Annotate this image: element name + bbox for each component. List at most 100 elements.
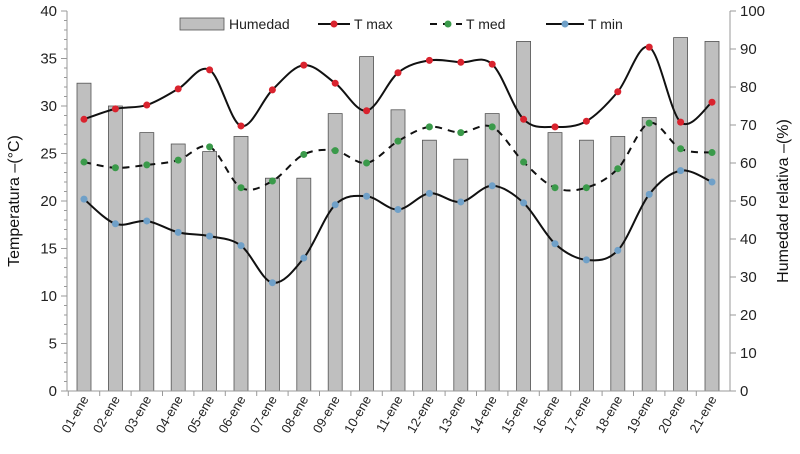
y-tick-label: 5 xyxy=(49,336,57,353)
bar-humedad xyxy=(170,143,186,392)
point-t-min xyxy=(300,254,308,262)
bar-humedad xyxy=(641,117,657,392)
y-axis-label: Temperatura –(°C) xyxy=(6,135,23,267)
bar-humedad xyxy=(359,56,375,392)
point-t-min xyxy=(268,279,276,287)
point-t-med xyxy=(677,145,685,153)
y-tick-label: 20 xyxy=(40,193,57,210)
bar-humedad xyxy=(453,158,469,392)
point-t-min xyxy=(677,167,685,175)
point-t-med xyxy=(363,159,371,167)
y2-tick-label: 100 xyxy=(740,3,765,20)
y-tick-label: 0 xyxy=(49,383,57,400)
bar-humedad xyxy=(547,132,563,392)
bar-humedad xyxy=(673,37,688,392)
point-t-med xyxy=(237,184,245,192)
point-t-max xyxy=(614,88,622,96)
x-tick-label: 04-ene xyxy=(153,393,186,436)
x-tick-label: 17-ene xyxy=(561,393,594,436)
y-tick-label: 10 xyxy=(40,288,57,305)
line-t-med xyxy=(83,122,713,192)
point-t-med xyxy=(614,165,622,173)
bar-humedad xyxy=(579,139,594,392)
point-t-min xyxy=(111,220,119,228)
y2-tick-label: 90 xyxy=(740,41,757,58)
x-tick-label: 10-ene xyxy=(341,393,374,436)
legend-tmax-marker xyxy=(330,20,338,28)
point-t-min xyxy=(708,178,716,186)
point-t-med xyxy=(111,164,119,172)
point-t-max xyxy=(111,105,119,113)
point-t-med xyxy=(80,158,88,166)
point-t-med xyxy=(425,123,433,131)
point-t-max xyxy=(237,122,245,130)
point-t-max xyxy=(394,69,402,77)
y2-tick-label: 80 xyxy=(740,79,757,96)
legend-humedad-label: Humedad xyxy=(229,16,290,32)
bar-humedad xyxy=(327,113,343,392)
x-tick-label: 03-ene xyxy=(121,393,154,436)
legend-tmin-label: T min xyxy=(588,16,623,32)
point-t-med xyxy=(300,150,308,158)
bar-humedad xyxy=(296,177,312,392)
x-tick-label: 08-ene xyxy=(278,393,311,436)
point-t-max xyxy=(582,117,590,125)
point-t-min xyxy=(174,228,182,236)
y2-tick-label: 70 xyxy=(740,117,757,134)
point-t-med xyxy=(708,149,716,157)
point-t-med xyxy=(268,177,276,185)
bar-humedad xyxy=(516,41,531,392)
bar-humedad xyxy=(484,113,500,392)
point-t-max xyxy=(174,85,182,93)
point-t-med xyxy=(174,156,182,164)
y2-tick-label: 60 xyxy=(740,155,757,172)
x-tick-label: 21-ene xyxy=(686,393,719,436)
x-tick-label: 12-ene xyxy=(404,393,437,436)
bars-layer xyxy=(76,37,720,392)
lines-layer xyxy=(80,43,716,287)
x-tick-label: 14-ene xyxy=(467,393,500,436)
x-tick-label: 15-ene xyxy=(498,393,531,436)
bar-humedad xyxy=(233,135,249,392)
x-tick-label: 18-ene xyxy=(592,393,625,436)
x-tick-label: 11-ene xyxy=(373,393,406,435)
point-t-med xyxy=(394,137,402,145)
legend-tmax-label: T max xyxy=(354,16,393,32)
x-tick-label: 13-ene xyxy=(435,393,468,436)
x-tick-label: 06-ene xyxy=(215,393,248,436)
point-t-max xyxy=(268,86,276,94)
bar-humedad xyxy=(108,105,123,392)
point-t-max xyxy=(363,107,371,115)
point-t-min xyxy=(614,246,622,254)
point-t-med xyxy=(488,123,496,131)
x-tick-label: 19-ene xyxy=(624,393,657,436)
legend: Humedad T max T med T min xyxy=(179,16,623,32)
point-t-min xyxy=(551,240,559,248)
point-t-max xyxy=(425,56,433,64)
point-t-min xyxy=(80,195,88,203)
legend-humedad-swatch xyxy=(179,17,225,31)
bar-humedad xyxy=(704,41,720,392)
point-t-med xyxy=(551,184,559,192)
bar-humedad xyxy=(202,151,218,392)
bar-humedad xyxy=(139,132,155,392)
point-t-max xyxy=(457,58,465,66)
y-tick-label: 40 xyxy=(40,3,57,20)
point-t-min xyxy=(237,242,245,250)
point-t-min xyxy=(331,201,339,209)
y2-tick-label: 10 xyxy=(740,345,757,362)
point-t-max xyxy=(645,43,653,51)
point-t-min xyxy=(488,182,496,190)
point-t-max xyxy=(520,115,528,123)
x-tick-label: 09-ene xyxy=(310,393,343,436)
y2-axis-label: Humedad relativa –(%) xyxy=(775,119,792,283)
point-t-max xyxy=(206,66,214,74)
point-t-min xyxy=(457,198,465,206)
x-tick-label: 20-ene xyxy=(655,393,688,436)
point-t-max xyxy=(708,98,716,106)
y-tick-label: 30 xyxy=(40,98,57,115)
point-t-med xyxy=(645,119,653,127)
point-t-max xyxy=(488,60,496,68)
y2-tick-label: 30 xyxy=(740,269,757,286)
